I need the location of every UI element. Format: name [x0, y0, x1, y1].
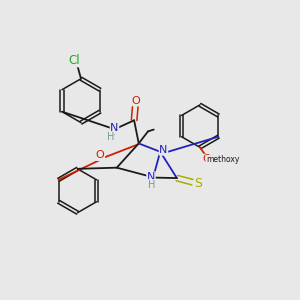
Text: Cl: Cl — [68, 54, 80, 67]
Text: O: O — [131, 96, 140, 106]
Text: methoxy: methoxy — [206, 155, 239, 164]
Text: N: N — [147, 172, 155, 182]
Text: N: N — [110, 123, 119, 134]
Text: O: O — [96, 150, 104, 161]
Text: O: O — [203, 154, 212, 164]
Text: H: H — [148, 179, 156, 190]
Text: H: H — [107, 132, 114, 142]
Text: S: S — [194, 177, 202, 190]
Text: N: N — [159, 145, 168, 155]
